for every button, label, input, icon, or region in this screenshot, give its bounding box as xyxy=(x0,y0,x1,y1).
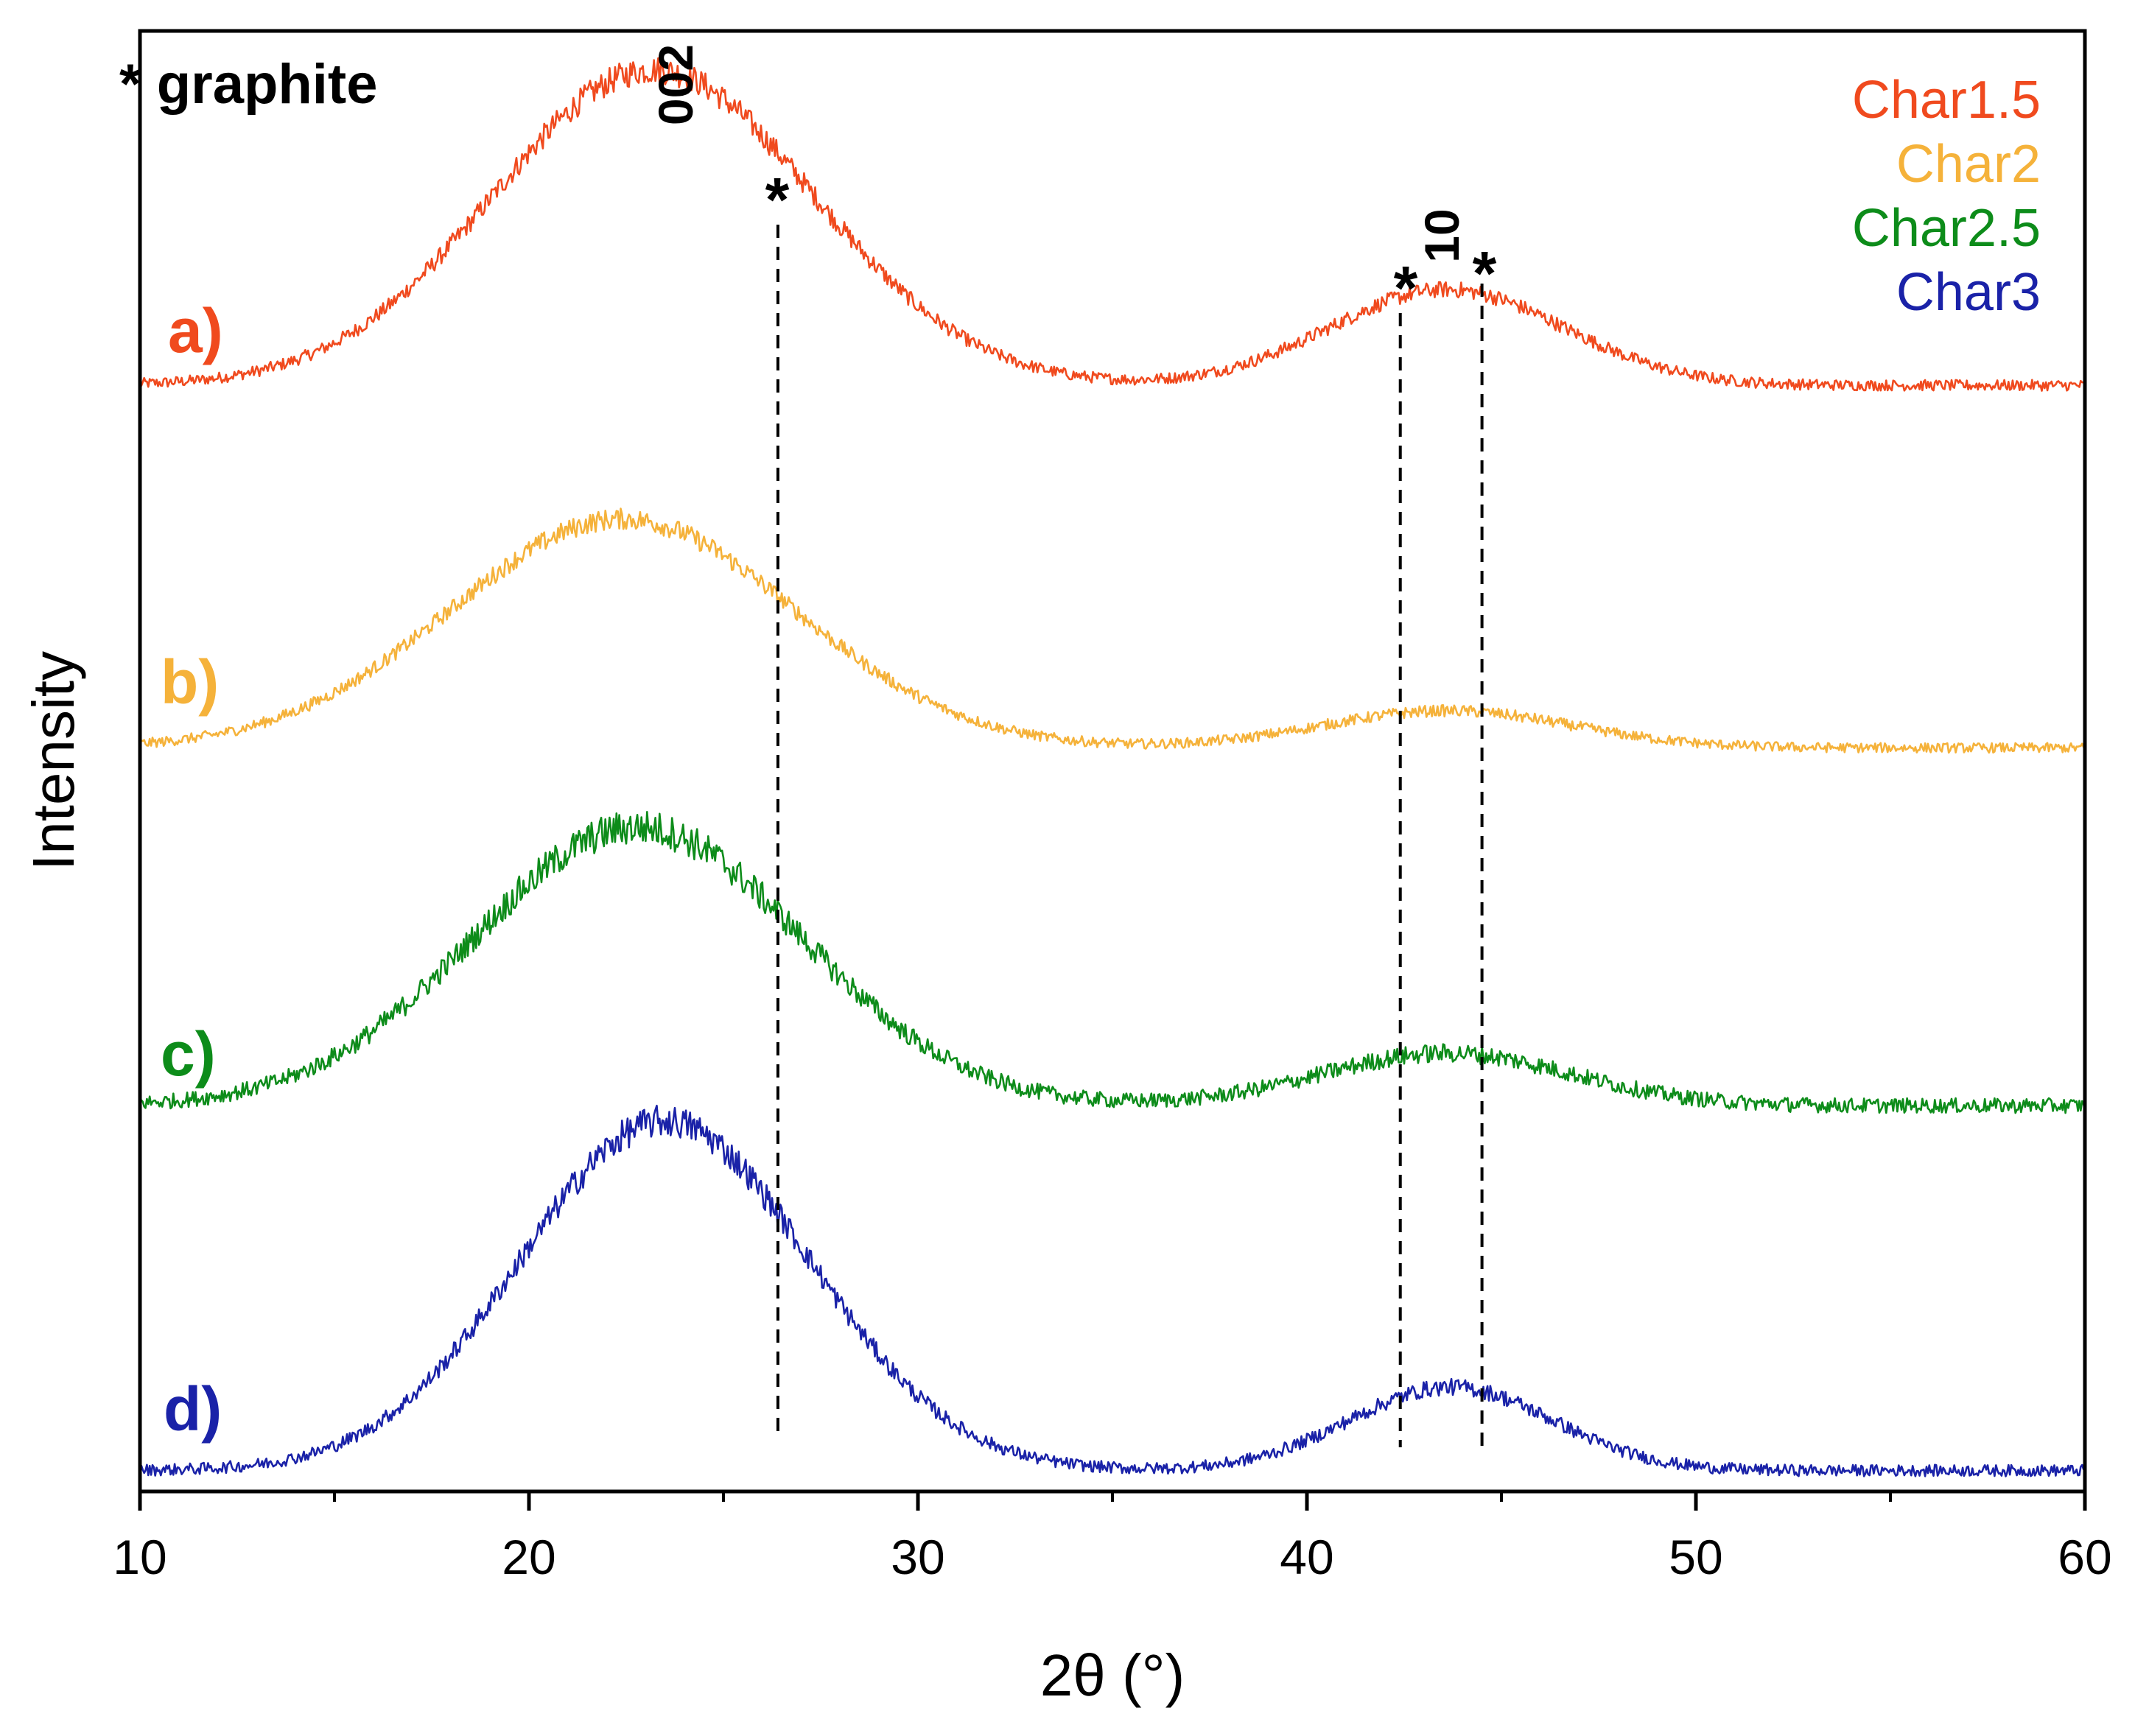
graphite-legend: * graphite xyxy=(119,53,378,116)
graphite-star-42: * xyxy=(1394,253,1418,323)
x-tick-label: 50 xyxy=(1669,1530,1722,1584)
x-axis-label: 2θ (°) xyxy=(1040,1642,1185,1708)
curve-label-c: c) xyxy=(161,1019,216,1089)
legend-entry-char2: Char2 xyxy=(1896,135,2041,194)
series-layer xyxy=(139,57,2086,1477)
peak-label-10: 10 xyxy=(1414,208,1469,262)
series-line-char2 xyxy=(139,507,2086,754)
x-tick-label: 30 xyxy=(891,1530,944,1584)
legend: Char1.5 Char2 Char2.5 Char3 xyxy=(1852,71,2041,322)
legend-entry-char3: Char3 xyxy=(1896,263,2041,322)
legend-entry-char2-5: Char2.5 xyxy=(1852,199,2041,258)
series-line-char2-5 xyxy=(139,811,2086,1114)
curve-label-d: d) xyxy=(164,1374,222,1444)
legend-entry-char1-5: Char1.5 xyxy=(1852,71,2041,130)
series-line-char3 xyxy=(139,1104,2086,1477)
x-tick-label: 20 xyxy=(502,1530,555,1584)
graphite-star-44: * xyxy=(1473,239,1497,308)
x-tick-label: 10 xyxy=(113,1530,166,1584)
x-tick-label: 60 xyxy=(2058,1530,2111,1584)
x-axis-ticks: 10 20 30 40 50 60 xyxy=(113,1491,2112,1584)
graphite-star-26: * xyxy=(765,165,790,234)
plot-frame xyxy=(138,29,2087,1494)
reference-lines xyxy=(776,225,1484,1455)
curve-label-b: b) xyxy=(161,647,219,717)
peak-label-002: 002 xyxy=(648,44,703,125)
curve-label-a: a) xyxy=(168,296,223,365)
y-axis-label: Intensity xyxy=(21,651,86,871)
x-tick-label: 40 xyxy=(1280,1530,1333,1584)
series-line-char1-5 xyxy=(139,57,2086,392)
